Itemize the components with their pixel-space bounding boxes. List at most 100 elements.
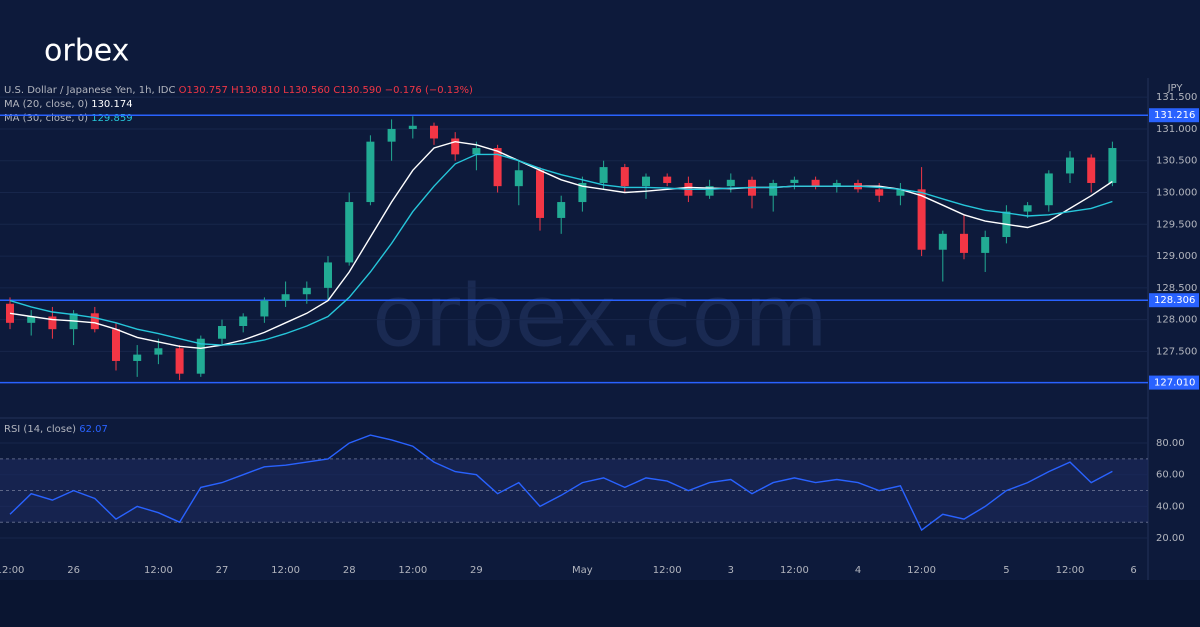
ma20-value: 130.174 xyxy=(91,99,132,110)
legend-ma30: MA (30, close, 0) 129.859 xyxy=(4,113,133,124)
ohlc-low: L130.560 xyxy=(283,85,330,96)
candle-body xyxy=(769,182,778,196)
candle-body xyxy=(345,202,354,263)
ohlc-close: C130.590 xyxy=(333,85,381,96)
candle-body xyxy=(281,294,290,301)
candle-body xyxy=(6,303,14,323)
y-tick-label: 130.500 xyxy=(1156,156,1197,167)
candle-body xyxy=(1108,148,1117,183)
candle-body xyxy=(981,237,990,253)
y-tick-label: 128.500 xyxy=(1156,283,1197,294)
ma30-name: MA (30, close, 0) xyxy=(4,113,88,124)
series-line xyxy=(9,434,1113,532)
series-line xyxy=(9,153,1113,346)
x-tick-label: 4 xyxy=(855,565,861,576)
candle-body xyxy=(514,170,523,187)
candle-body xyxy=(133,354,142,361)
candle-body xyxy=(832,182,841,187)
candle-body xyxy=(642,176,650,187)
level-label-box xyxy=(1149,375,1199,390)
x-tick-label: 12:00 xyxy=(398,565,427,576)
candle-body xyxy=(218,326,226,339)
candle-body xyxy=(726,179,735,187)
y-tick-label: 128.000 xyxy=(1156,315,1197,326)
candle-body xyxy=(599,167,608,183)
logo: orbex xyxy=(44,34,129,69)
watermark: orbex.com xyxy=(372,266,828,366)
candle-body xyxy=(578,182,587,203)
x-tick-label: 12:00 xyxy=(144,565,173,576)
level-label: 131.216 xyxy=(1154,110,1195,121)
candle-body xyxy=(1087,157,1096,183)
candle-body xyxy=(27,316,36,323)
candle-body xyxy=(239,316,248,327)
candle-body xyxy=(960,233,968,253)
candle-body xyxy=(917,189,926,250)
candle-body xyxy=(663,176,672,183)
y-tick-label: 60.00 xyxy=(1156,470,1185,481)
x-tick-label: 12:00 xyxy=(271,565,300,576)
footer-band xyxy=(0,580,1200,627)
candle-body xyxy=(790,179,799,183)
x-tick-label: May xyxy=(572,565,593,576)
candle-body xyxy=(408,125,417,129)
x-tick-label: 12:00 xyxy=(0,565,24,576)
candle-body xyxy=(387,128,396,142)
y-tick-label: 80.00 xyxy=(1156,438,1185,449)
y-tick-label: 131.500 xyxy=(1156,92,1197,103)
rsi-name: RSI (14, close) xyxy=(4,424,76,435)
x-tick-label: 27 xyxy=(216,565,229,576)
candle-body xyxy=(557,202,566,218)
y-tick-label: 127.500 xyxy=(1156,346,1197,357)
candle-body xyxy=(536,170,544,218)
symbol: U.S. Dollar / Japanese Yen, 1h, IDC xyxy=(4,85,175,96)
x-tick-label: 12:00 xyxy=(1056,565,1085,576)
x-tick-label: 12:00 xyxy=(907,565,936,576)
candle-body xyxy=(620,167,629,187)
candle-body xyxy=(324,262,332,288)
x-tick-label: 5 xyxy=(1003,565,1009,576)
legend-rsi: RSI (14, close) 62.07 xyxy=(4,424,108,435)
candle-body xyxy=(493,148,502,187)
ma20-name: MA (20, close, 0) xyxy=(4,99,88,110)
x-tick-label: 29 xyxy=(470,565,483,576)
ohlc-open: O130.757 xyxy=(179,85,228,96)
candle-body xyxy=(1066,157,1074,174)
legend-title: U.S. Dollar / Japanese Yen, 1h, IDC O130… xyxy=(4,85,473,96)
y-tick-label: 131.000 xyxy=(1156,124,1197,135)
rsi-value: 62.07 xyxy=(79,424,108,435)
level-label: 128.306 xyxy=(1154,295,1195,306)
y-tick-label: 20.00 xyxy=(1156,533,1185,544)
ohlc-high: H130.810 xyxy=(231,85,280,96)
legend-ma20: MA (20, close, 0) 130.174 xyxy=(4,99,133,110)
candle-body xyxy=(154,348,163,355)
candle-body xyxy=(260,300,269,317)
ohlc-change: −0.176 (−0.13%) xyxy=(385,85,473,96)
candle-body xyxy=(90,313,99,330)
y-tick-label: 129.500 xyxy=(1156,219,1197,230)
candle-body xyxy=(366,141,375,203)
candle-body xyxy=(1023,205,1032,212)
ma30-value: 129.859 xyxy=(91,113,132,124)
x-tick-label: 6 xyxy=(1130,565,1136,576)
candle-body xyxy=(302,287,311,295)
candle-body xyxy=(112,329,120,361)
y-tick-label: 130.000 xyxy=(1156,188,1197,199)
x-tick-label: 28 xyxy=(343,565,356,576)
y-tick-label: 40.00 xyxy=(1156,501,1185,512)
candle-body xyxy=(175,348,184,374)
candle-body xyxy=(875,189,884,196)
y-tick-label: 129.000 xyxy=(1156,251,1197,262)
candle-body xyxy=(811,179,820,187)
x-tick-label: 26 xyxy=(67,565,80,576)
candle-body xyxy=(938,233,947,250)
level-label: 127.010 xyxy=(1154,378,1195,389)
candle-body xyxy=(472,148,481,155)
series-line xyxy=(9,140,1113,350)
currency-label: JPY xyxy=(1167,83,1184,94)
x-tick-label: 12:00 xyxy=(780,565,809,576)
x-tick-label: 3 xyxy=(728,565,734,576)
level-label-box xyxy=(1149,108,1199,123)
candle-body xyxy=(48,316,57,330)
